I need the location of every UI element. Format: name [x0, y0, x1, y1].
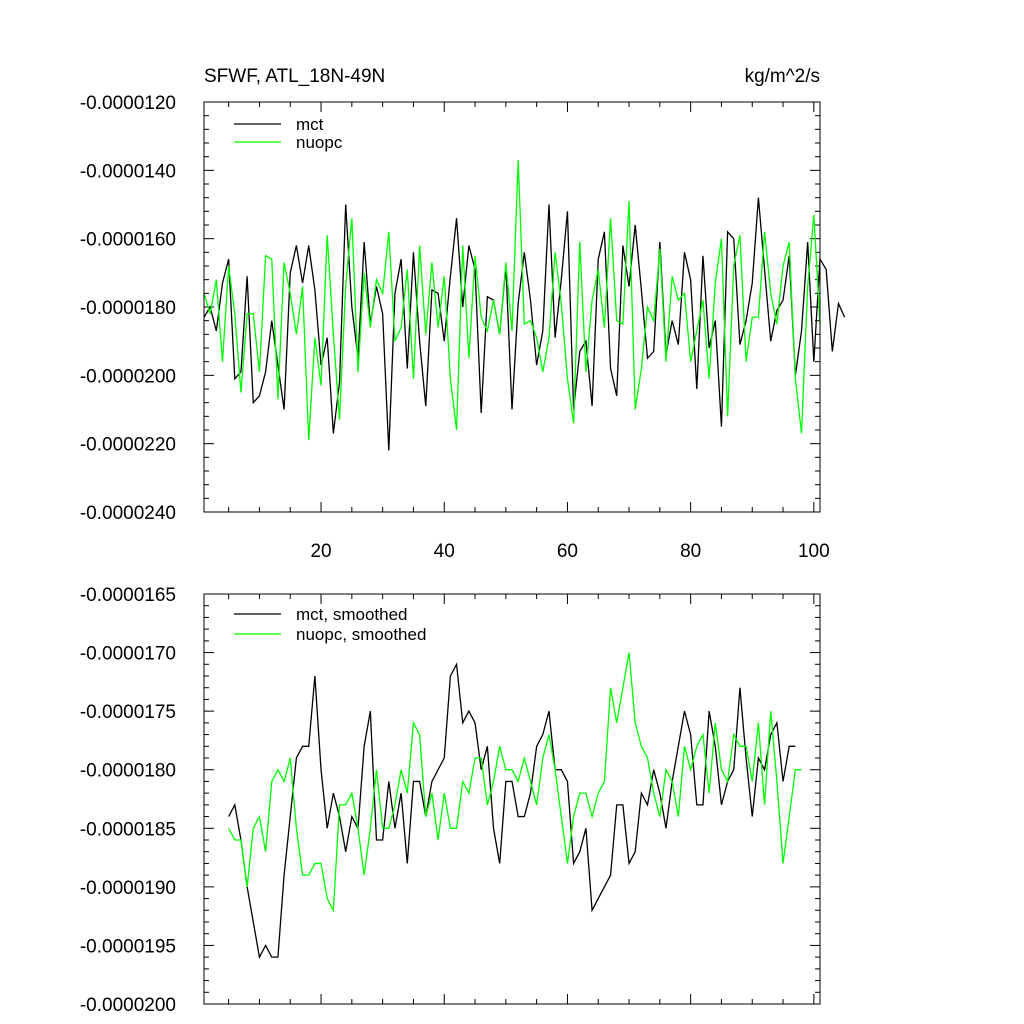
x-tick-label: 40	[434, 541, 455, 562]
y-tick-label: -0.0000180	[80, 761, 176, 782]
y-tick-label: -0.0000220	[80, 435, 176, 456]
y-tick-label: -0.0000175	[80, 702, 176, 723]
bottom-series	[228, 652, 802, 960]
top-series	[203, 160, 846, 451]
series-line-nuopc	[203, 160, 821, 441]
y-tick-label: -0.0000165	[80, 585, 176, 606]
x-tick-label: 80	[680, 541, 701, 562]
y-tick-label: -0.0000140	[80, 161, 176, 182]
bottom-legend: mct, smoothed nuopc, smoothed	[234, 605, 426, 644]
y-tick-label: -0.0000160	[80, 230, 176, 251]
y-tick-label: -0.0000240	[80, 503, 176, 524]
legend-label-mct: mct	[296, 115, 324, 134]
y-tick-label: -0.0000185	[80, 819, 176, 840]
series-line-nuopc-smoothed	[228, 652, 802, 913]
y-tick-label: -0.0000200	[80, 366, 176, 387]
y-tick-label: -0.0000200	[80, 995, 176, 1016]
top-plot-frame	[203, 101, 821, 513]
top-legend: mct nuopc	[234, 115, 343, 152]
series-line-mct	[203, 197, 846, 451]
top-panel: SFWF, ATL_18N-49N kg/m^2/s -0.0000120-0.…	[80, 66, 846, 562]
y-tick-label: -0.0000180	[80, 298, 176, 319]
top-units: kg/m^2/s	[745, 66, 820, 87]
y-tick-label: -0.0000170	[80, 644, 176, 665]
bottom-plot-frame	[203, 593, 821, 1005]
top-title: SFWF, ATL_18N-49N	[204, 66, 385, 87]
bottom-panel: -0.0000165 -0.0000170 -0.0000175 -0.0000180…	[80, 585, 821, 1016]
y-tick-label: -0.0000195	[80, 936, 176, 957]
top-axis-ticks	[204, 101, 820, 513]
bottom-axis-ticks	[204, 593, 820, 1005]
top-y-tick-labels: -0.0000120 -0.0000140 -0.0000160 -0.0000180…	[80, 93, 176, 524]
series-line-mct-smoothed	[228, 662, 796, 960]
bottom-y-tick-labels: -0.0000165 -0.0000170 -0.0000175 -0.0000180…	[80, 585, 176, 1016]
legend-label-nuopc: nuopc	[296, 133, 343, 152]
y-tick-label: -0.0000120	[80, 93, 176, 114]
top-x-tick-labels: 20 40 60 80 100	[310, 541, 829, 562]
x-tick-label: 60	[557, 541, 578, 562]
x-tick-label: 100	[798, 541, 830, 562]
x-tick-label: 20	[310, 541, 331, 562]
legend-label-mct-smoothed: mct, smoothed	[296, 605, 408, 624]
y-tick-label: -0.0000190	[80, 878, 176, 899]
legend-label-nuopc-smoothed: nuopc, smoothed	[296, 625, 426, 644]
